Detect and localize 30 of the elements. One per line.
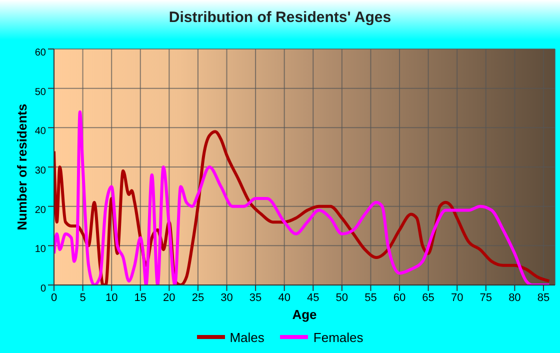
legend-label: Males xyxy=(230,330,264,344)
x-tick-label: 65 xyxy=(422,292,434,304)
x-tick-label: 40 xyxy=(278,292,290,304)
x-tick-label: 50 xyxy=(336,292,348,304)
y-tick-label: 60 xyxy=(34,48,46,59)
y-tick-label: 20 xyxy=(34,204,46,216)
y-tick-label: 50 xyxy=(34,86,46,98)
x-tick-label: 15 xyxy=(134,292,147,304)
y-tick-label: 30 xyxy=(34,166,46,177)
x-axis-title: Age xyxy=(291,307,318,322)
x-tick-label: 75 xyxy=(480,292,492,304)
x-tick-label: 5 xyxy=(80,292,86,304)
x-tick-label: 55 xyxy=(364,292,377,304)
y-tick-label: 10 xyxy=(34,244,46,256)
x-tick-label: 25 xyxy=(192,292,204,304)
legend-label: Females xyxy=(313,330,364,344)
x-tick-label: 0 xyxy=(50,292,58,304)
x-tick-label: 70 xyxy=(450,292,464,304)
x-tick-label: 30 xyxy=(220,292,233,304)
y-axis-title: Number of residents xyxy=(14,104,30,230)
y-tick-label: 40 xyxy=(34,126,46,138)
x-tick-label: 10 xyxy=(105,292,118,304)
x-tick-label: 35 xyxy=(249,292,262,304)
chart-title: Distribution of Residents' Ages xyxy=(168,9,392,26)
y-tick-label: 0 xyxy=(40,284,46,295)
x-tick-label: 85 xyxy=(537,292,550,304)
x-tick-label: 20 xyxy=(163,292,176,304)
x-tick-label: 80 xyxy=(508,292,521,304)
x-tick-label: 60 xyxy=(393,292,406,304)
x-tick-label: 45 xyxy=(307,292,320,304)
